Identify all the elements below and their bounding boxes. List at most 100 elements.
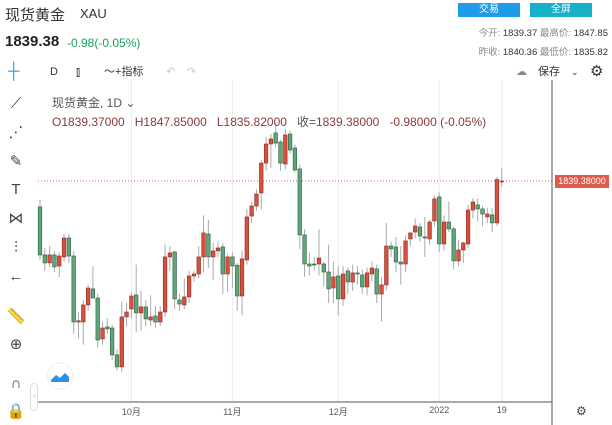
x-tick-label: 2022 [429, 405, 450, 415]
indicators-button[interactable]: 〜+指标 [104, 64, 143, 80]
candle-body [162, 256, 168, 313]
candle [235, 263, 240, 311]
candle-body [239, 258, 245, 297]
candle-body [451, 228, 456, 262]
candle-body [398, 261, 403, 265]
zoom-in-icon[interactable]: ⊕ [9, 336, 23, 353]
last-price: 1839.38 [5, 33, 60, 50]
candle-body [369, 267, 374, 275]
prediction-icon[interactable]: ⫶ [14, 238, 18, 256]
candle [312, 256, 317, 271]
back-arrow-icon[interactable]: ← [8, 267, 24, 285]
candle-body [61, 237, 67, 258]
candle [134, 264, 139, 333]
candle [446, 201, 451, 233]
magnet-icon[interactable]: ∩ [10, 374, 22, 392]
interval-button[interactable]: D [50, 66, 58, 78]
candle-body [114, 354, 120, 368]
candle [225, 253, 230, 293]
candle-body [379, 284, 384, 295]
candle [283, 129, 288, 170]
cloud-icon[interactable]: ☁ [516, 66, 527, 78]
candle [71, 250, 76, 334]
axis-settings-gear-icon[interactable]: ⚙ [576, 404, 587, 418]
candle-body [456, 249, 461, 262]
candle [316, 229, 322, 276]
pattern-icon[interactable]: ⋈ [8, 210, 24, 227]
crosshair-icon[interactable]: ┼ [8, 63, 20, 80]
candle-body [465, 209, 471, 245]
candle [37, 200, 43, 260]
candle [336, 266, 341, 316]
candle [143, 300, 148, 327]
candle-body [316, 257, 322, 265]
fullscreen-button[interactable]: 全屏 [530, 3, 592, 17]
candle-body [302, 234, 307, 265]
candle-body [191, 273, 197, 277]
candle-body [187, 275, 192, 298]
candle-body [71, 255, 76, 323]
candle-body [153, 315, 158, 323]
candle-body [437, 196, 442, 245]
gear-icon[interactable]: ⚙ [590, 63, 604, 80]
redo-icon[interactable]: ↷ [187, 66, 197, 78]
legend-title[interactable]: 现货黄金, 1D ⌄ [52, 96, 136, 110]
candle [451, 226, 456, 270]
legend-pct: (-0.05%) [440, 115, 487, 129]
trade-button[interactable]: 交易 [458, 3, 520, 17]
ruler-icon[interactable]: 📏 [6, 308, 26, 325]
candle [138, 290, 144, 331]
text-icon[interactable]: T [11, 180, 21, 198]
candle-body [432, 198, 437, 222]
candle [172, 250, 177, 310]
x-tick-label: 11月 [223, 407, 242, 417]
candle [437, 192, 442, 253]
candle [292, 144, 298, 173]
trend-line-icon[interactable]: ⟋ [10, 94, 22, 112]
high-value: 1847.85 [573, 28, 608, 39]
candle [379, 276, 384, 322]
candle [369, 261, 374, 282]
fib-icon[interactable]: ⋰ [8, 124, 24, 141]
candle [389, 241, 394, 257]
candle-body [172, 251, 177, 300]
candle-body [134, 294, 139, 314]
lock-drawings-icon[interactable]: 🔒 [6, 403, 26, 420]
save-button[interactable]: 保存 [538, 66, 560, 78]
candle-body [321, 263, 326, 273]
candle [244, 209, 249, 265]
brush-icon[interactable]: ✎ [9, 153, 23, 170]
chevron-down-icon[interactable]: ⌄ [571, 67, 579, 77]
candle [129, 292, 134, 319]
candle [162, 244, 168, 317]
candle [95, 293, 100, 348]
price-change: -0.98(-0.05%) [67, 36, 141, 50]
logo-button [46, 362, 74, 390]
candle [288, 130, 293, 154]
indicator-icon: 〜+ [104, 66, 122, 78]
collapse-toolbar-button[interactable]: ‹ [30, 383, 38, 411]
candle [110, 324, 115, 360]
candle-body [215, 247, 221, 252]
candle [307, 252, 312, 276]
candle-body [37, 206, 43, 256]
candle [403, 235, 408, 273]
candle-body [177, 299, 182, 305]
prev-close-value: 1840.36 [502, 47, 538, 58]
candle [321, 261, 326, 287]
candle [374, 264, 379, 304]
candle [384, 223, 389, 291]
candle [220, 243, 225, 294]
candlestick-icon[interactable]: ⫾ [76, 64, 81, 79]
candle-body [167, 252, 172, 258]
candle [42, 247, 47, 271]
low-value: 1835.82 [573, 47, 608, 58]
open-label: 今开: [478, 28, 501, 39]
candle [52, 250, 57, 273]
candle [485, 207, 490, 224]
legend-change: -0.98000 [389, 115, 437, 129]
candle-body [441, 221, 447, 245]
undo-icon[interactable]: ↶ [166, 66, 176, 78]
candle [499, 167, 504, 187]
